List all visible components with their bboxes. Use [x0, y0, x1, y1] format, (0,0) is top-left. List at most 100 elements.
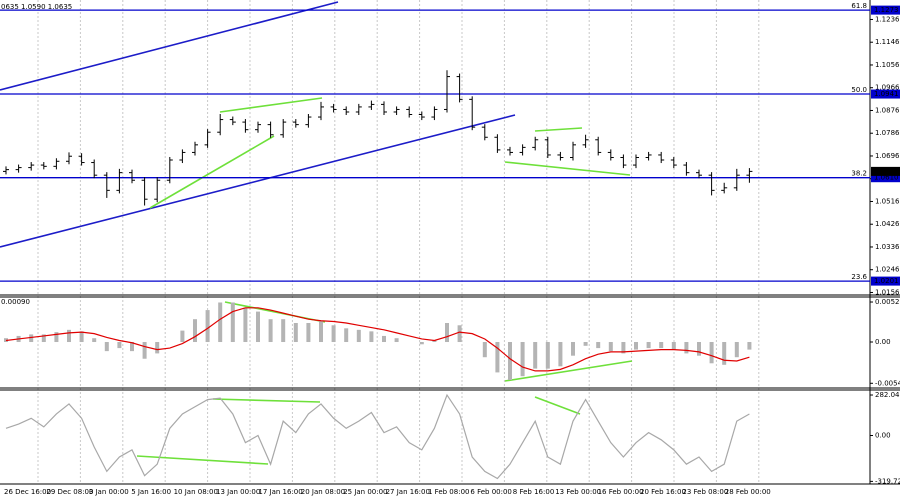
macd-bar [382, 335, 386, 343]
divergence-line [504, 161, 631, 176]
level-price-box [871, 276, 900, 286]
macd-bar [508, 342, 512, 381]
time-label: 20 Feb 16:00 [640, 488, 686, 496]
macd-bar [281, 319, 286, 343]
y-tick-label: 1.1146 [875, 38, 900, 46]
macd-bar [117, 342, 122, 349]
macd-bar [293, 323, 298, 343]
y-tick-label: 1.0426 [875, 220, 900, 228]
macd-bar [41, 334, 46, 343]
y-tick-label: 1.0786 [875, 129, 900, 137]
macd-bar [205, 310, 210, 343]
y-tick-label: 0.00526 [875, 298, 900, 306]
y-tick-label: 1.0336 [875, 243, 900, 251]
macd-bar [155, 342, 160, 354]
macd-bar [218, 302, 223, 343]
level-price-box [871, 173, 900, 183]
level-price: 1.0610 [874, 174, 899, 182]
time-label: 1 Feb 08:00 [428, 488, 469, 496]
divergence-line [136, 455, 269, 465]
y-tick-label: 282.0457 [875, 391, 900, 399]
macd-bar [356, 329, 361, 343]
macd-bar [243, 307, 248, 343]
time-label: 3 Jan 00:00 [89, 488, 129, 496]
macd-bar [419, 342, 424, 345]
time-label: 17 Jan 16:00 [258, 488, 302, 496]
macd-bar [520, 342, 525, 377]
macd-bar [54, 332, 59, 343]
macd-bar [331, 325, 336, 343]
level-price-box [871, 89, 900, 99]
level-price: 1.0941 [874, 90, 899, 98]
y-tick-label: 1.0696 [875, 152, 900, 160]
signal-line [5, 307, 750, 372]
macd-bar [268, 319, 273, 343]
divergence-line [534, 127, 583, 132]
macd-bar [495, 342, 500, 373]
macd-bar [634, 342, 638, 350]
trend-line [0, 114, 516, 248]
macd-bar [545, 342, 550, 369]
macd-bar [734, 342, 739, 358]
y-tick-label: -319.7235 [875, 477, 900, 485]
macd-bar [608, 342, 613, 352]
time-label: 25 Jan 00:00 [343, 488, 387, 496]
y-tick-label: 1.0876 [875, 106, 900, 114]
macd-bar [697, 342, 701, 356]
macd-bar [596, 342, 601, 349]
current-price-box [871, 166, 900, 176]
price-header: 0635 1.0590 1.0635 [1, 3, 72, 11]
macd-bar [230, 302, 235, 343]
macd-bar [558, 342, 563, 367]
level-name: 61.8 [851, 2, 867, 10]
level-name: 50.0 [851, 86, 867, 94]
level-name: 38.2 [851, 170, 867, 178]
y-tick-label: 1.0246 [875, 266, 900, 274]
macd-bar [482, 342, 487, 358]
macd-bar [671, 342, 676, 350]
time-label: 23 Feb 08:00 [682, 488, 728, 496]
time-grid [37, 0, 760, 484]
time-label: 26 Dec 16:00 [4, 488, 51, 496]
macd-bar [130, 342, 134, 352]
macd-bar [142, 342, 147, 359]
time-label: 10 Jan 08:00 [174, 488, 218, 496]
macd-bar [104, 342, 109, 352]
level-price: 1.0201 [874, 277, 899, 285]
macd-bar [722, 342, 727, 365]
time-label: 29 Dec 08:00 [46, 488, 93, 496]
y-tick-label: -0.00543 [875, 379, 900, 387]
time-label: 5 Jan 16:00 [131, 488, 171, 496]
current-price: 1.0635 [874, 167, 899, 175]
macd-bar [533, 342, 538, 369]
y-tick-label: 0.00 [875, 431, 891, 439]
macd-bar [709, 342, 714, 364]
macd-bar [92, 338, 97, 343]
level-price: 1.1273 [874, 6, 899, 14]
macd-bar [67, 329, 71, 343]
y-tick-label: 1.0156 [875, 288, 900, 296]
macd-bar [445, 323, 449, 343]
y-tick-label: 1.0966 [875, 84, 900, 92]
time-label: 8 Feb 16:00 [513, 488, 554, 496]
macd-bar [747, 342, 752, 350]
macd-bar [79, 331, 84, 343]
macd-bar [432, 340, 437, 343]
macd-bar [684, 342, 689, 354]
time-label: 13 Feb 00:00 [555, 488, 601, 496]
macd-bar [571, 342, 575, 356]
divergence-line [212, 398, 321, 403]
macd-bar [583, 342, 588, 346]
time-label: 20 Jan 08:00 [301, 488, 345, 496]
macd-bar [621, 342, 626, 354]
macd-bar [394, 338, 399, 343]
time-label: 16 Feb 00:00 [598, 488, 644, 496]
macd-bar [344, 328, 349, 343]
macd-bar [369, 331, 374, 343]
level-name: 23.6 [851, 273, 867, 281]
y-tick-label: 1.0516 [875, 197, 900, 205]
divergence-lines [136, 97, 633, 465]
macd-bar [29, 334, 34, 343]
